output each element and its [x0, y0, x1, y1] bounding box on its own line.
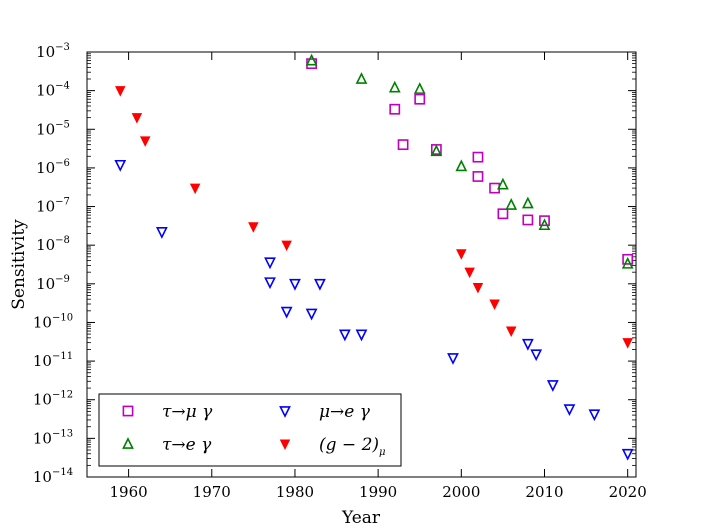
mu-e-gamma-point — [546, 380, 559, 392]
x-tick-label: 2010 — [525, 483, 563, 501]
mu-e-gamma-point — [114, 159, 127, 172]
g-2-mu-point — [472, 283, 484, 294]
legend-marker-g-2-mu-shape — [279, 439, 291, 450]
mu-e-gamma-point — [314, 278, 326, 291]
plot-frame — [86, 51, 637, 478]
mu-e-gamma-point — [447, 353, 459, 365]
tau-e-gamma-point — [538, 218, 551, 231]
y-tick-label: 10−10 — [33, 312, 73, 331]
mu-e-gamma-point — [563, 404, 576, 417]
y-tick-label: 10−12 — [33, 390, 73, 409]
legend-marker-tau-mu-gamma-shape — [122, 405, 134, 417]
legend-marker-g-2-mu — [279, 439, 291, 450]
g-2-mu-point — [622, 338, 633, 349]
x-axis-title: Year — [341, 508, 381, 528]
mu-e-gamma-point — [530, 349, 543, 362]
legend-label-tau-mu-gamma: τ→μ γ — [162, 402, 213, 422]
legend-label-tau-e-gamma: τ→e γ — [162, 435, 212, 455]
g-2-mu-point — [131, 113, 143, 124]
y-tick-label: 10−9 — [36, 274, 70, 293]
tau-e-gamma-point — [305, 53, 318, 66]
tau-e-gamma-point — [505, 198, 518, 210]
tau-mu-gamma-point — [472, 151, 484, 163]
tau-e-gamma-point — [497, 177, 509, 190]
y-tick-label: 10−6 — [36, 158, 70, 177]
mu-e-gamma-point — [289, 278, 301, 291]
mu-e-gamma-point — [355, 329, 368, 342]
x-tick-label: 2000 — [442, 483, 480, 501]
tau-mu-gamma-point — [522, 214, 534, 226]
legend-marker-tau-e-gamma — [122, 437, 134, 449]
tau-e-gamma-point — [413, 82, 426, 94]
g-2-mu-point — [505, 326, 517, 338]
legend-marker-tau-mu-gamma — [122, 405, 134, 417]
tau-e-gamma-point — [521, 196, 534, 209]
tau-mu-gamma-point — [539, 215, 550, 227]
tau-e-gamma-point — [430, 144, 443, 157]
mu-e-gamma-point — [521, 338, 534, 351]
tau-mu-gamma-point — [622, 253, 634, 265]
legend-box — [98, 393, 402, 467]
x-tick-label: 2020 — [609, 483, 647, 501]
x-tick-label: 1970 — [193, 483, 231, 501]
g-2-mu-point — [189, 183, 201, 195]
y-tick-label: 10−3 — [36, 42, 70, 61]
x-tick-label: 1980 — [276, 483, 314, 501]
ticks-layer: 1960 1970 1980 1990 2000 2010 2020 10−3 10−4 10−5… — [33, 42, 647, 501]
mu-e-gamma-point — [338, 329, 351, 342]
mu-e-gamma-point — [155, 227, 168, 239]
g-2-mu-point — [464, 267, 475, 279]
legend-label-g-2-mu: (g − 2)μ — [319, 435, 386, 458]
y-tick-label: 10−11 — [33, 351, 73, 370]
points-layer — [114, 53, 634, 461]
y-tick-label: 10−5 — [36, 119, 70, 138]
tau-e-gamma-point — [455, 159, 468, 172]
g-2-mu-point — [281, 240, 292, 252]
y-tick-label: 10−13 — [33, 428, 73, 447]
tau-e-gamma-point — [355, 72, 368, 84]
g-2-mu-point — [489, 299, 500, 311]
mu-e-gamma-point — [621, 448, 634, 461]
tau-mu-gamma-point — [472, 171, 484, 182]
mu-e-gamma-point — [280, 306, 293, 319]
g-2-mu-point — [456, 249, 467, 260]
tau-mu-gamma-point — [397, 139, 409, 151]
tau-e-gamma-point — [388, 80, 401, 93]
mu-e-gamma-point — [264, 277, 276, 290]
mu-e-gamma-point — [264, 257, 276, 270]
legend: τ→μ γ τ→e γ μ→e γ (g − 2)μ — [98, 393, 402, 467]
x-tick-label: 1990 — [359, 483, 397, 501]
g-2-mu-point — [115, 86, 126, 97]
g-2-mu-point — [139, 136, 151, 147]
y-tick-label: 10−8 — [36, 235, 70, 254]
y-tick-label: 10−14 — [33, 467, 73, 486]
mu-e-gamma-point — [305, 308, 318, 321]
tau-mu-gamma-point — [497, 208, 509, 220]
legend-marker-mu-e-gamma-shape — [279, 406, 291, 418]
tau-e-gamma-point — [621, 256, 634, 269]
g-2-mu-point — [248, 222, 259, 233]
x-tick-label: 1960 — [109, 483, 147, 501]
tau-mu-gamma-point — [414, 93, 426, 105]
tau-mu-gamma-point — [389, 103, 401, 115]
legend-label-mu-e-gamma: μ→e γ — [319, 402, 371, 422]
y-axis-title: Sensitivity — [9, 219, 29, 310]
y-tick-label: 10−7 — [36, 197, 70, 216]
mu-e-gamma-point — [588, 409, 601, 422]
legend-marker-tau-e-gamma-shape — [122, 437, 134, 449]
y-tick-label: 10−4 — [36, 81, 70, 100]
legend-marker-mu-e-gamma — [279, 406, 291, 418]
